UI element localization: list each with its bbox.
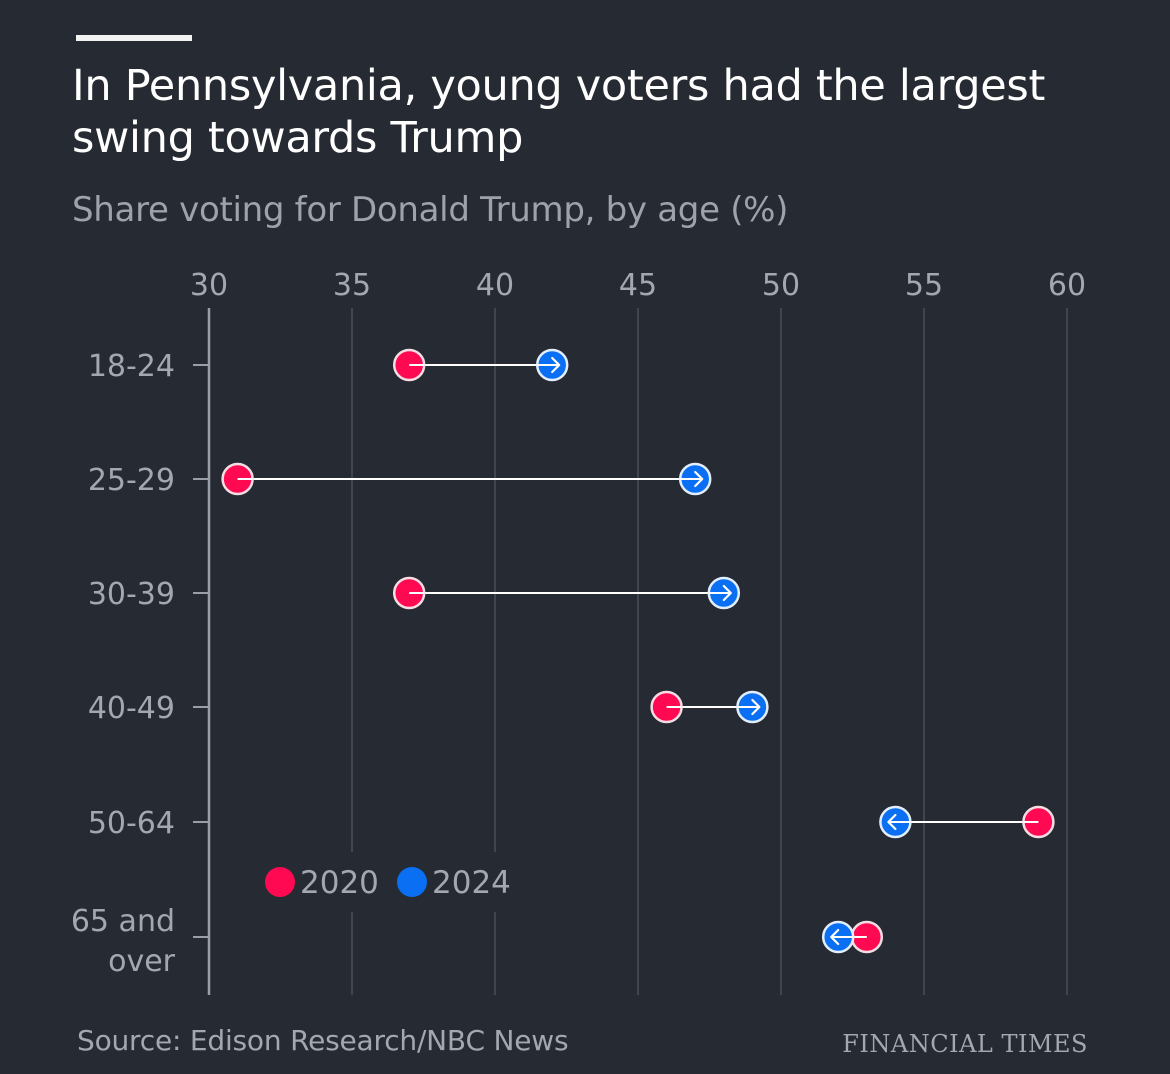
- legend-label-2024: 2024: [432, 865, 511, 901]
- x-tick-label: 60: [1048, 268, 1086, 303]
- chart-title: In Pennsylvania, young voters had the la…: [72, 61, 1046, 163]
- chart-subtitle: Share voting for Donald Trump, by age (%…: [72, 190, 789, 230]
- y-category-label: 30-39: [88, 577, 175, 612]
- arrow-right-icon: [751, 698, 761, 716]
- y-category-label: over: [108, 944, 176, 979]
- arrow-right-icon: [694, 470, 704, 488]
- x-tick-label: 40: [476, 268, 514, 303]
- y-category-label: 50-64: [88, 806, 175, 841]
- y-category-label: 18-24: [88, 349, 175, 384]
- y-category-label: 65 and: [71, 904, 175, 939]
- arrow-left-icon: [887, 813, 897, 831]
- legend-label-2020: 2020: [300, 865, 379, 901]
- arrow-right-icon: [551, 356, 561, 374]
- x-tick-label: 55: [905, 268, 943, 303]
- legend-swatch-2020: [265, 867, 295, 897]
- x-tick-label: 35: [333, 268, 371, 303]
- legend-swatch-2024: [397, 867, 427, 897]
- ft-logo: FINANCIAL TIMES: [842, 1030, 1088, 1058]
- y-category-label: 40-49: [88, 691, 175, 726]
- arrow-left-icon: [830, 928, 840, 946]
- ft-header-rule: [76, 35, 192, 41]
- source-note: Source: Edison Research/NBC News: [77, 1024, 569, 1057]
- arrow-right-icon: [722, 584, 732, 602]
- x-tick-label: 30: [190, 268, 228, 303]
- x-tick-label: 45: [619, 268, 657, 303]
- y-category-label: 25-29: [88, 463, 175, 498]
- x-tick-label: 50: [762, 268, 800, 303]
